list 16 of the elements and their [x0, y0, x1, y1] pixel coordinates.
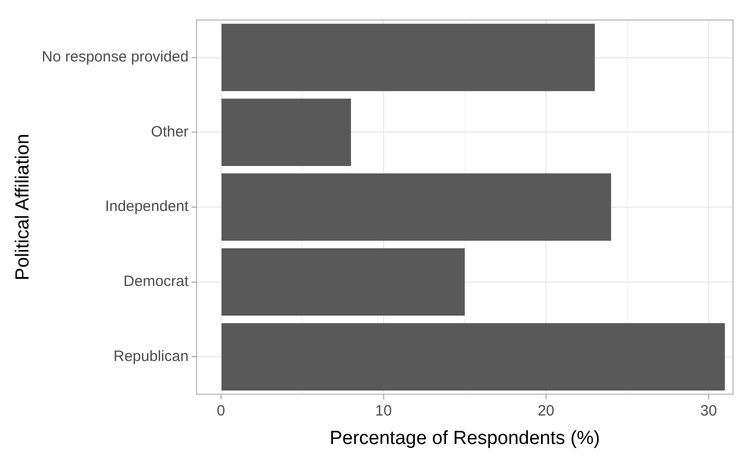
bar: [222, 323, 725, 390]
x-tick-label: 30: [700, 402, 717, 420]
bar: [222, 24, 595, 92]
bar: [222, 248, 465, 316]
x-tick-label: 20: [538, 402, 554, 420]
x-axis-title: Percentage of Respondents (%): [330, 428, 600, 449]
x-tick-label: 0: [216, 402, 226, 420]
y-tick-label: No response provided: [42, 48, 189, 66]
bar: [222, 98, 351, 166]
y-tick-label: Independent: [105, 198, 190, 216]
y-tick-label: Republican: [113, 348, 189, 365]
bar: [222, 173, 612, 241]
y-tick-label: Other: [151, 123, 189, 140]
x-tick-label: 10: [375, 402, 392, 420]
y-tick-label: Democrat: [124, 273, 190, 290]
y-axis-title: Political Affiliation: [12, 134, 34, 280]
